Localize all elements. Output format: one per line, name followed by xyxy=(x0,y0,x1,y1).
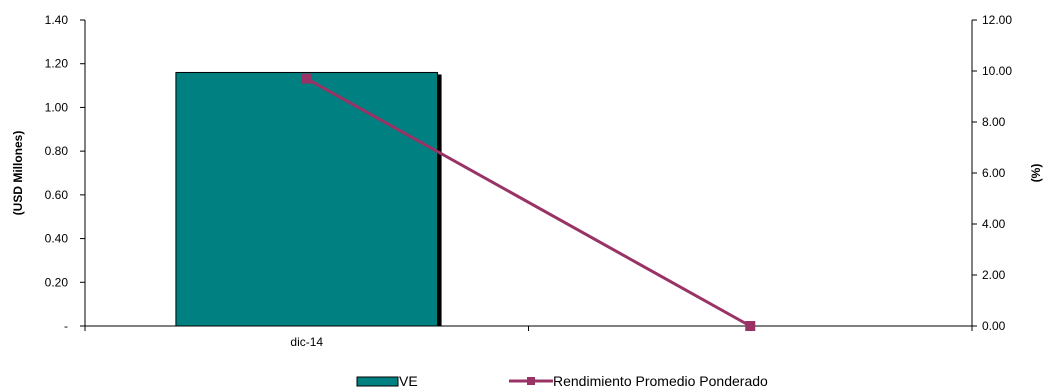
line-rendimiento-marker xyxy=(301,73,312,84)
legend: VE Rendimiento Promedio Ponderado xyxy=(356,373,768,389)
legend-label-rendimiento: Rendimiento Promedio Ponderado xyxy=(553,373,768,389)
right-axis-tick-label: 4.00 xyxy=(982,217,1006,231)
right-axis-tick-label: 12.00 xyxy=(982,13,1012,27)
right-axis-tick-label: 10.00 xyxy=(982,64,1012,78)
right-axis-tick-label: 2.00 xyxy=(982,268,1006,282)
left-axis-tick-label: 0.80 xyxy=(45,144,69,158)
legend-label-ve: VE xyxy=(399,373,418,389)
bar-series-ve xyxy=(175,71,442,327)
right-axis-ticks: 0.00 2.00 4.00 6.00 8.00 10.00 12.00 xyxy=(972,13,1012,333)
left-axis-title: (USD Millones) xyxy=(11,131,25,216)
bar-ve-dic-14 xyxy=(175,71,439,327)
legend-item-rendimiento: Rendimiento Promedio Ponderado xyxy=(509,373,768,389)
right-axis-title: (%) xyxy=(1029,164,1043,183)
left-axis-tick-label: 0.60 xyxy=(45,188,69,202)
line-series-rendimiento xyxy=(301,73,756,331)
line-rendimiento xyxy=(306,77,751,328)
right-axis-tick-label: 6.00 xyxy=(982,166,1006,180)
legend-item-ve: VE xyxy=(356,373,418,389)
left-axis-tick-label: 1.40 xyxy=(45,13,69,27)
left-axis-tick-label: 1.20 xyxy=(45,57,69,71)
left-axis-tick-label: 1.00 xyxy=(45,100,69,114)
x-axis-ticks: dic-14 xyxy=(84,326,973,349)
right-axis-tick-label: 0.00 xyxy=(982,319,1006,333)
left-axis-tick-label: 0.40 xyxy=(45,232,69,246)
right-axis-tick-label: 8.00 xyxy=(982,115,1006,129)
legend-swatch-rendimiento-marker xyxy=(527,377,535,385)
left-axis-tick-label: - xyxy=(64,319,68,333)
legend-swatch-ve xyxy=(356,376,399,387)
x-axis-tick-label: dic-14 xyxy=(290,335,323,349)
line-rendimiento-marker xyxy=(745,321,756,331)
left-axis-tick-label: 0.20 xyxy=(45,275,69,289)
left-axis-ticks: - 0.20 0.40 0.60 0.80 1.00 1.20 1.40 xyxy=(45,13,85,333)
